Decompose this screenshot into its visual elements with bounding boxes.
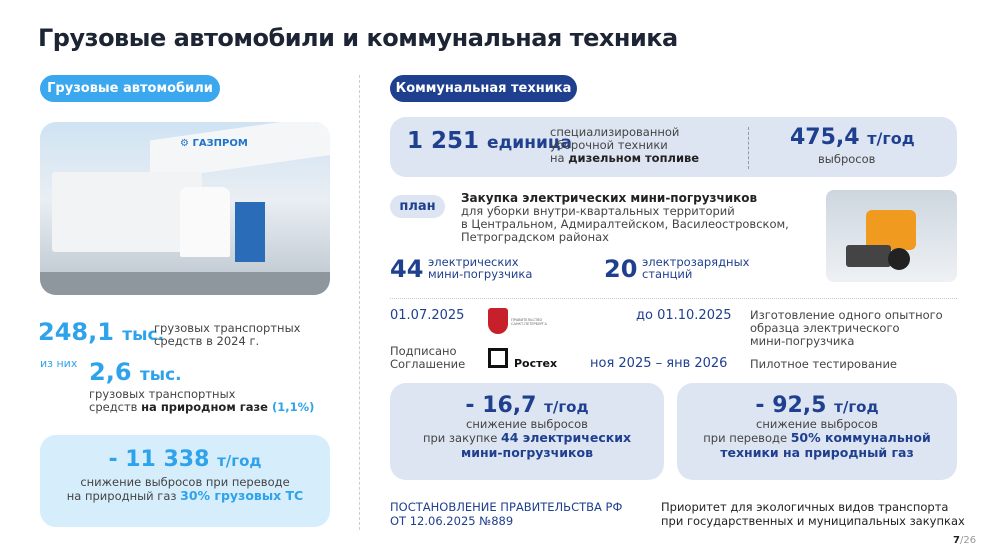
emissions-value: 475,4 т/год (790, 125, 915, 150)
spb-coat-of-arms (488, 308, 508, 334)
diesel-box: 1 251 единица специализированной уборочно… (390, 117, 957, 177)
stations-value: 20 (604, 255, 638, 283)
trucks-pill: Грузовые автомобили (40, 75, 220, 102)
trucks-reduction-value: - 11 338 т/год (108, 447, 262, 472)
loader-wheel (888, 248, 910, 270)
units-desc: специализированной уборочной техники на ди… (550, 125, 700, 165)
gazprom-logo: ⚙ ГАЗПРОМ (180, 138, 248, 149)
gas-pump (235, 202, 265, 262)
rostec-label: Ростех (514, 357, 558, 370)
total-trucks: 248,1 тыс. (38, 318, 165, 346)
milestone-2: Пилотное тестирование (750, 357, 897, 371)
loaders-desc: электрических мини-погрузчика (428, 255, 533, 281)
road (40, 272, 330, 295)
plan-title: Закупка электрических мини-погрузчиков (461, 191, 758, 205)
gas-trucks-desc: грузовых транспортных средств на природно… (89, 387, 315, 414)
loaders-reduction-box: - 16,7 т/год снижение выбросов при закуп… (390, 383, 664, 480)
spb-gov-text: ПРАВИТЕЛЬСТВО САНКТ-ПЕТЕРБУРГА (511, 318, 547, 326)
truck-trailer (52, 172, 202, 252)
loader-photo (826, 190, 957, 282)
emissions-desc: выбросов (818, 152, 876, 166)
total-trucks-desc: грузовых транспортных средств в 2024 г. (154, 321, 301, 348)
truck-cab (180, 187, 230, 257)
of-them-label: из них (40, 357, 78, 370)
units-count: 1 251 единица (407, 128, 572, 154)
column-divider (359, 75, 360, 530)
trucks-reduction-box: - 11 338 т/год снижение выбросов при пер… (40, 435, 330, 527)
plan-desc: для уборки внутри-квартальных территорий… (461, 204, 789, 244)
milestone-1: Изготовление одного опытного образца элек… (750, 308, 943, 348)
page-number: 7/26 (953, 535, 977, 546)
signed-label: Подписано Соглашение (390, 344, 466, 371)
dotted-divider (390, 298, 957, 299)
loader-body (866, 210, 916, 250)
loaders-value: 44 (390, 255, 424, 283)
date-signed: 01.07.2025 (390, 308, 465, 323)
gas-trucks: 2,6 тыс. (89, 358, 182, 386)
priority-note: Приоритет для экологичных видов транспор… (661, 500, 965, 528)
deadline-1: до 01.10.2025 (636, 308, 732, 323)
municipal-pill: Коммунальная техника (390, 75, 577, 102)
plan-pill: план (390, 195, 445, 218)
stations-desc: электрозарядных станций (642, 255, 750, 281)
deadline-2: ноя 2025 – янв 2026 (590, 356, 728, 371)
truck-photo: ⚙ ГАЗПРОМ (40, 122, 330, 295)
box-divider (748, 127, 749, 169)
decree: ПОСТАНОВЛЕНИЕ ПРАВИТЕЛЬСТВА РФ ОТ 12.06.2… (390, 500, 623, 528)
municipal-reduction-box: - 92,5 т/год снижение выбросов при перев… (677, 383, 957, 480)
loader-bucket (846, 245, 891, 267)
rostec-logo-icon (488, 348, 508, 368)
page-title: Грузовые автомобили и коммунальная техни… (38, 24, 678, 52)
